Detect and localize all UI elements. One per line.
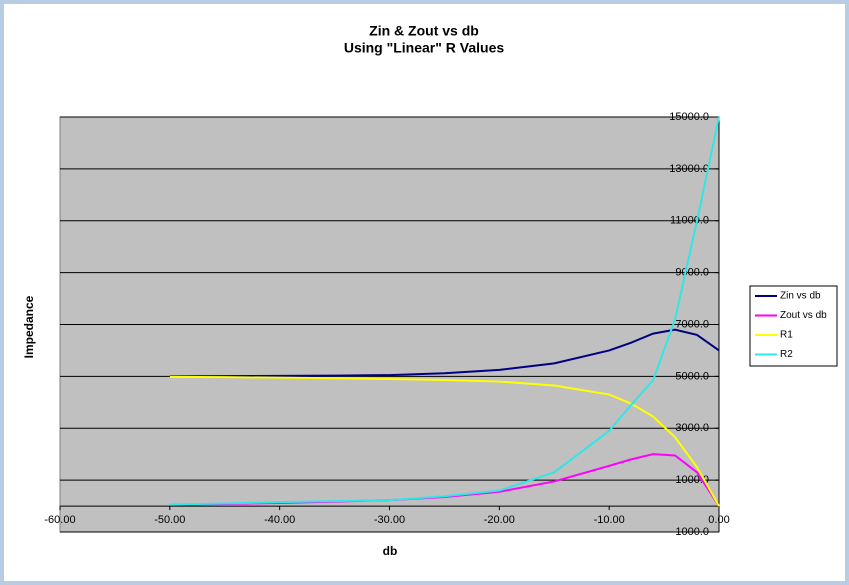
x-tick-label: -40.00 [264,514,295,526]
legend-label: Zin vs db [780,291,821,302]
y-tick-label: 13000.0 [669,163,709,175]
legend-box [749,285,838,367]
series-line [169,375,720,507]
x-tick-label: -30.00 [374,514,405,526]
legend-label: R1 [780,330,793,341]
legend-label: R2 [780,349,793,360]
y-axis-title: Impedance [22,295,36,358]
x-axis-title: db [383,544,398,558]
y-tick-label: -1000.0 [672,526,709,538]
x-tick-label: -10.00 [594,514,625,526]
y-tick-label: 3000.0 [675,422,709,434]
x-tick-label: -50.00 [154,514,185,526]
y-tick-label: 5000.0 [675,370,709,382]
series-line [169,116,720,506]
x-tick-label: -60.00 [44,514,75,526]
x-tick-label: 0.00 [708,514,729,526]
chart-title: Zin & Zout vs db [369,23,479,39]
y-tick-label: 7000.0 [675,318,709,330]
x-tick-label: -20.00 [484,514,515,526]
chart-subtitle: Using "Linear" R Values [344,40,505,56]
y-tick-label: 15000.0 [669,111,709,123]
y-tick-label: 11000.0 [670,215,709,227]
y-tick-label: 9000.0 [675,267,709,279]
legend-label: Zout vs db [780,310,827,321]
